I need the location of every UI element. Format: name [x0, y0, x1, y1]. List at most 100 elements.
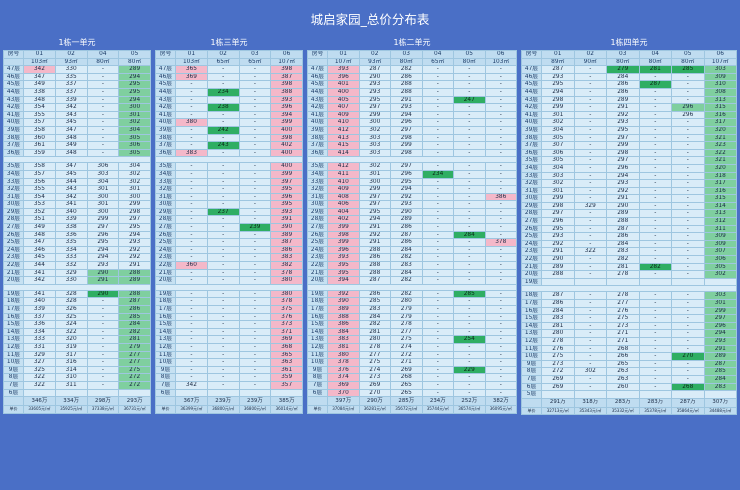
price-cell[interactable]: 279 — [118, 342, 151, 352]
price-cell[interactable]: 304 — [86, 177, 120, 187]
price-cell[interactable]: 343 — [54, 185, 88, 194]
price-cell[interactable]: - — [453, 388, 486, 398]
price-cell[interactable]: - — [638, 367, 672, 376]
price-cell[interactable]: 296 — [541, 217, 575, 226]
price-cell[interactable]: - — [175, 350, 208, 360]
price-cell[interactable]: 276 — [606, 306, 640, 316]
price-cell[interactable]: 340 — [23, 297, 56, 306]
price-cell[interactable]: 286 — [606, 232, 640, 241]
price-cell[interactable]: - — [638, 321, 672, 331]
price-cell[interactable]: - — [671, 179, 705, 188]
price-cell[interactable]: 355 — [23, 185, 56, 194]
price-cell[interactable]: 368 — [270, 342, 303, 352]
price-cell[interactable]: 352 — [23, 207, 56, 217]
price-cell[interactable]: 279 — [606, 65, 640, 74]
price-cell[interactable]: - — [175, 276, 208, 285]
price-cell[interactable]: 388 — [270, 87, 303, 97]
price-cell[interactable]: 284 — [390, 268, 423, 278]
price-cell[interactable]: - — [638, 239, 672, 249]
price-cell[interactable]: - — [421, 342, 454, 352]
price-cell[interactable]: 348 — [54, 133, 88, 143]
price-cell[interactable]: - — [671, 291, 705, 300]
price-cell[interactable]: 360 — [175, 261, 208, 270]
price-cell[interactable]: - — [671, 336, 705, 346]
price-cell[interactable]: 402 — [327, 215, 360, 225]
price-cell[interactable]: - — [484, 297, 517, 306]
price-cell[interactable]: - — [638, 217, 672, 226]
price-cell[interactable]: - — [671, 262, 705, 272]
price-cell[interactable]: - — [238, 95, 272, 105]
price-cell[interactable]: 344 — [23, 261, 56, 270]
price-cell[interactable]: 287 — [606, 224, 640, 234]
price-cell[interactable]: 296 — [671, 110, 705, 120]
price-cell[interactable]: - — [206, 297, 240, 306]
price-cell[interactable]: - — [206, 350, 240, 360]
price-cell[interactable]: 408 — [327, 192, 360, 202]
price-cell[interactable]: 282 — [390, 253, 423, 263]
price-cell[interactable]: 396 — [270, 103, 303, 112]
price-cell[interactable]: 326 — [54, 305, 88, 314]
price-cell[interactable]: - — [206, 373, 240, 382]
price-cell[interactable]: - — [206, 335, 240, 344]
price-cell[interactable]: - — [421, 80, 454, 89]
price-cell[interactable]: - — [421, 297, 454, 306]
price-cell[interactable]: 394 — [270, 110, 303, 120]
price-cell[interactable]: 313 — [703, 209, 737, 219]
price-cell[interactable]: 308 — [703, 87, 737, 97]
price-cell[interactable]: - — [638, 270, 672, 279]
price-cell[interactable]: - — [175, 95, 208, 105]
price-cell[interactable]: - — [421, 335, 454, 344]
price-cell[interactable]: - — [484, 110, 517, 120]
price-cell[interactable]: - — [638, 247, 672, 257]
price-cell[interactable]: 278 — [606, 291, 640, 300]
price-cell[interactable]: - — [238, 177, 272, 187]
price-cell[interactable]: - — [484, 335, 517, 344]
price-cell[interactable]: - — [573, 118, 607, 127]
price-cell[interactable]: - — [671, 209, 705, 219]
price-cell[interactable]: 342 — [54, 192, 88, 202]
price-cell[interactable]: - — [421, 358, 454, 367]
price-cell[interactable]: 286 — [606, 87, 640, 97]
price-cell[interactable]: 295 — [358, 207, 391, 217]
price-cell[interactable]: - — [484, 327, 517, 337]
price-cell[interactable]: - — [421, 118, 454, 127]
price-cell[interactable]: - — [573, 232, 607, 241]
price-cell[interactable]: - — [671, 270, 705, 279]
price-cell[interactable]: 320 — [703, 125, 737, 135]
price-cell[interactable]: 303 — [703, 65, 737, 74]
price-cell[interactable]: - — [238, 192, 272, 202]
price-cell[interactable]: 404 — [327, 207, 360, 217]
price-cell[interactable]: 293 — [390, 103, 423, 112]
price-cell[interactable]: 294 — [86, 253, 120, 263]
price-cell[interactable]: - — [86, 358, 120, 367]
price-cell[interactable]: - — [86, 80, 120, 89]
price-cell[interactable]: - — [671, 374, 705, 384]
price-cell[interactable]: 305 — [541, 156, 575, 165]
price-cell[interactable]: - — [86, 320, 120, 329]
price-cell[interactable]: 293 — [541, 232, 575, 241]
price-cell[interactable]: 325 — [54, 312, 88, 322]
price-cell[interactable]: 393 — [270, 207, 303, 217]
price-cell[interactable]: 338 — [23, 87, 56, 97]
price-cell[interactable]: 290 — [358, 72, 391, 82]
price-cell[interactable]: - — [206, 110, 240, 120]
price-cell[interactable]: 297 — [541, 209, 575, 219]
price-cell[interactable]: - — [573, 156, 607, 165]
price-cell[interactable]: 310 — [54, 373, 88, 382]
price-cell[interactable]: 391 — [270, 215, 303, 225]
price-cell[interactable]: 284 — [541, 306, 575, 316]
price-cell[interactable]: 284 — [703, 374, 737, 384]
price-cell[interactable]: - — [453, 169, 486, 179]
price-cell[interactable]: 303 — [358, 141, 391, 150]
price-cell[interactable]: 373 — [270, 320, 303, 329]
price-cell[interactable]: 301 — [86, 185, 120, 194]
price-cell[interactable]: 304 — [118, 162, 151, 171]
price-cell[interactable]: 291 — [703, 344, 737, 354]
price-cell[interactable]: 285 — [358, 297, 391, 306]
price-cell[interactable]: 289 — [606, 209, 640, 219]
price-cell[interactable]: - — [238, 380, 272, 390]
price-cell[interactable]: 397 — [270, 177, 303, 187]
price-cell[interactable] — [638, 390, 672, 399]
price-cell[interactable]: 286 — [390, 238, 423, 247]
price-cell[interactable]: 301 — [118, 110, 151, 120]
